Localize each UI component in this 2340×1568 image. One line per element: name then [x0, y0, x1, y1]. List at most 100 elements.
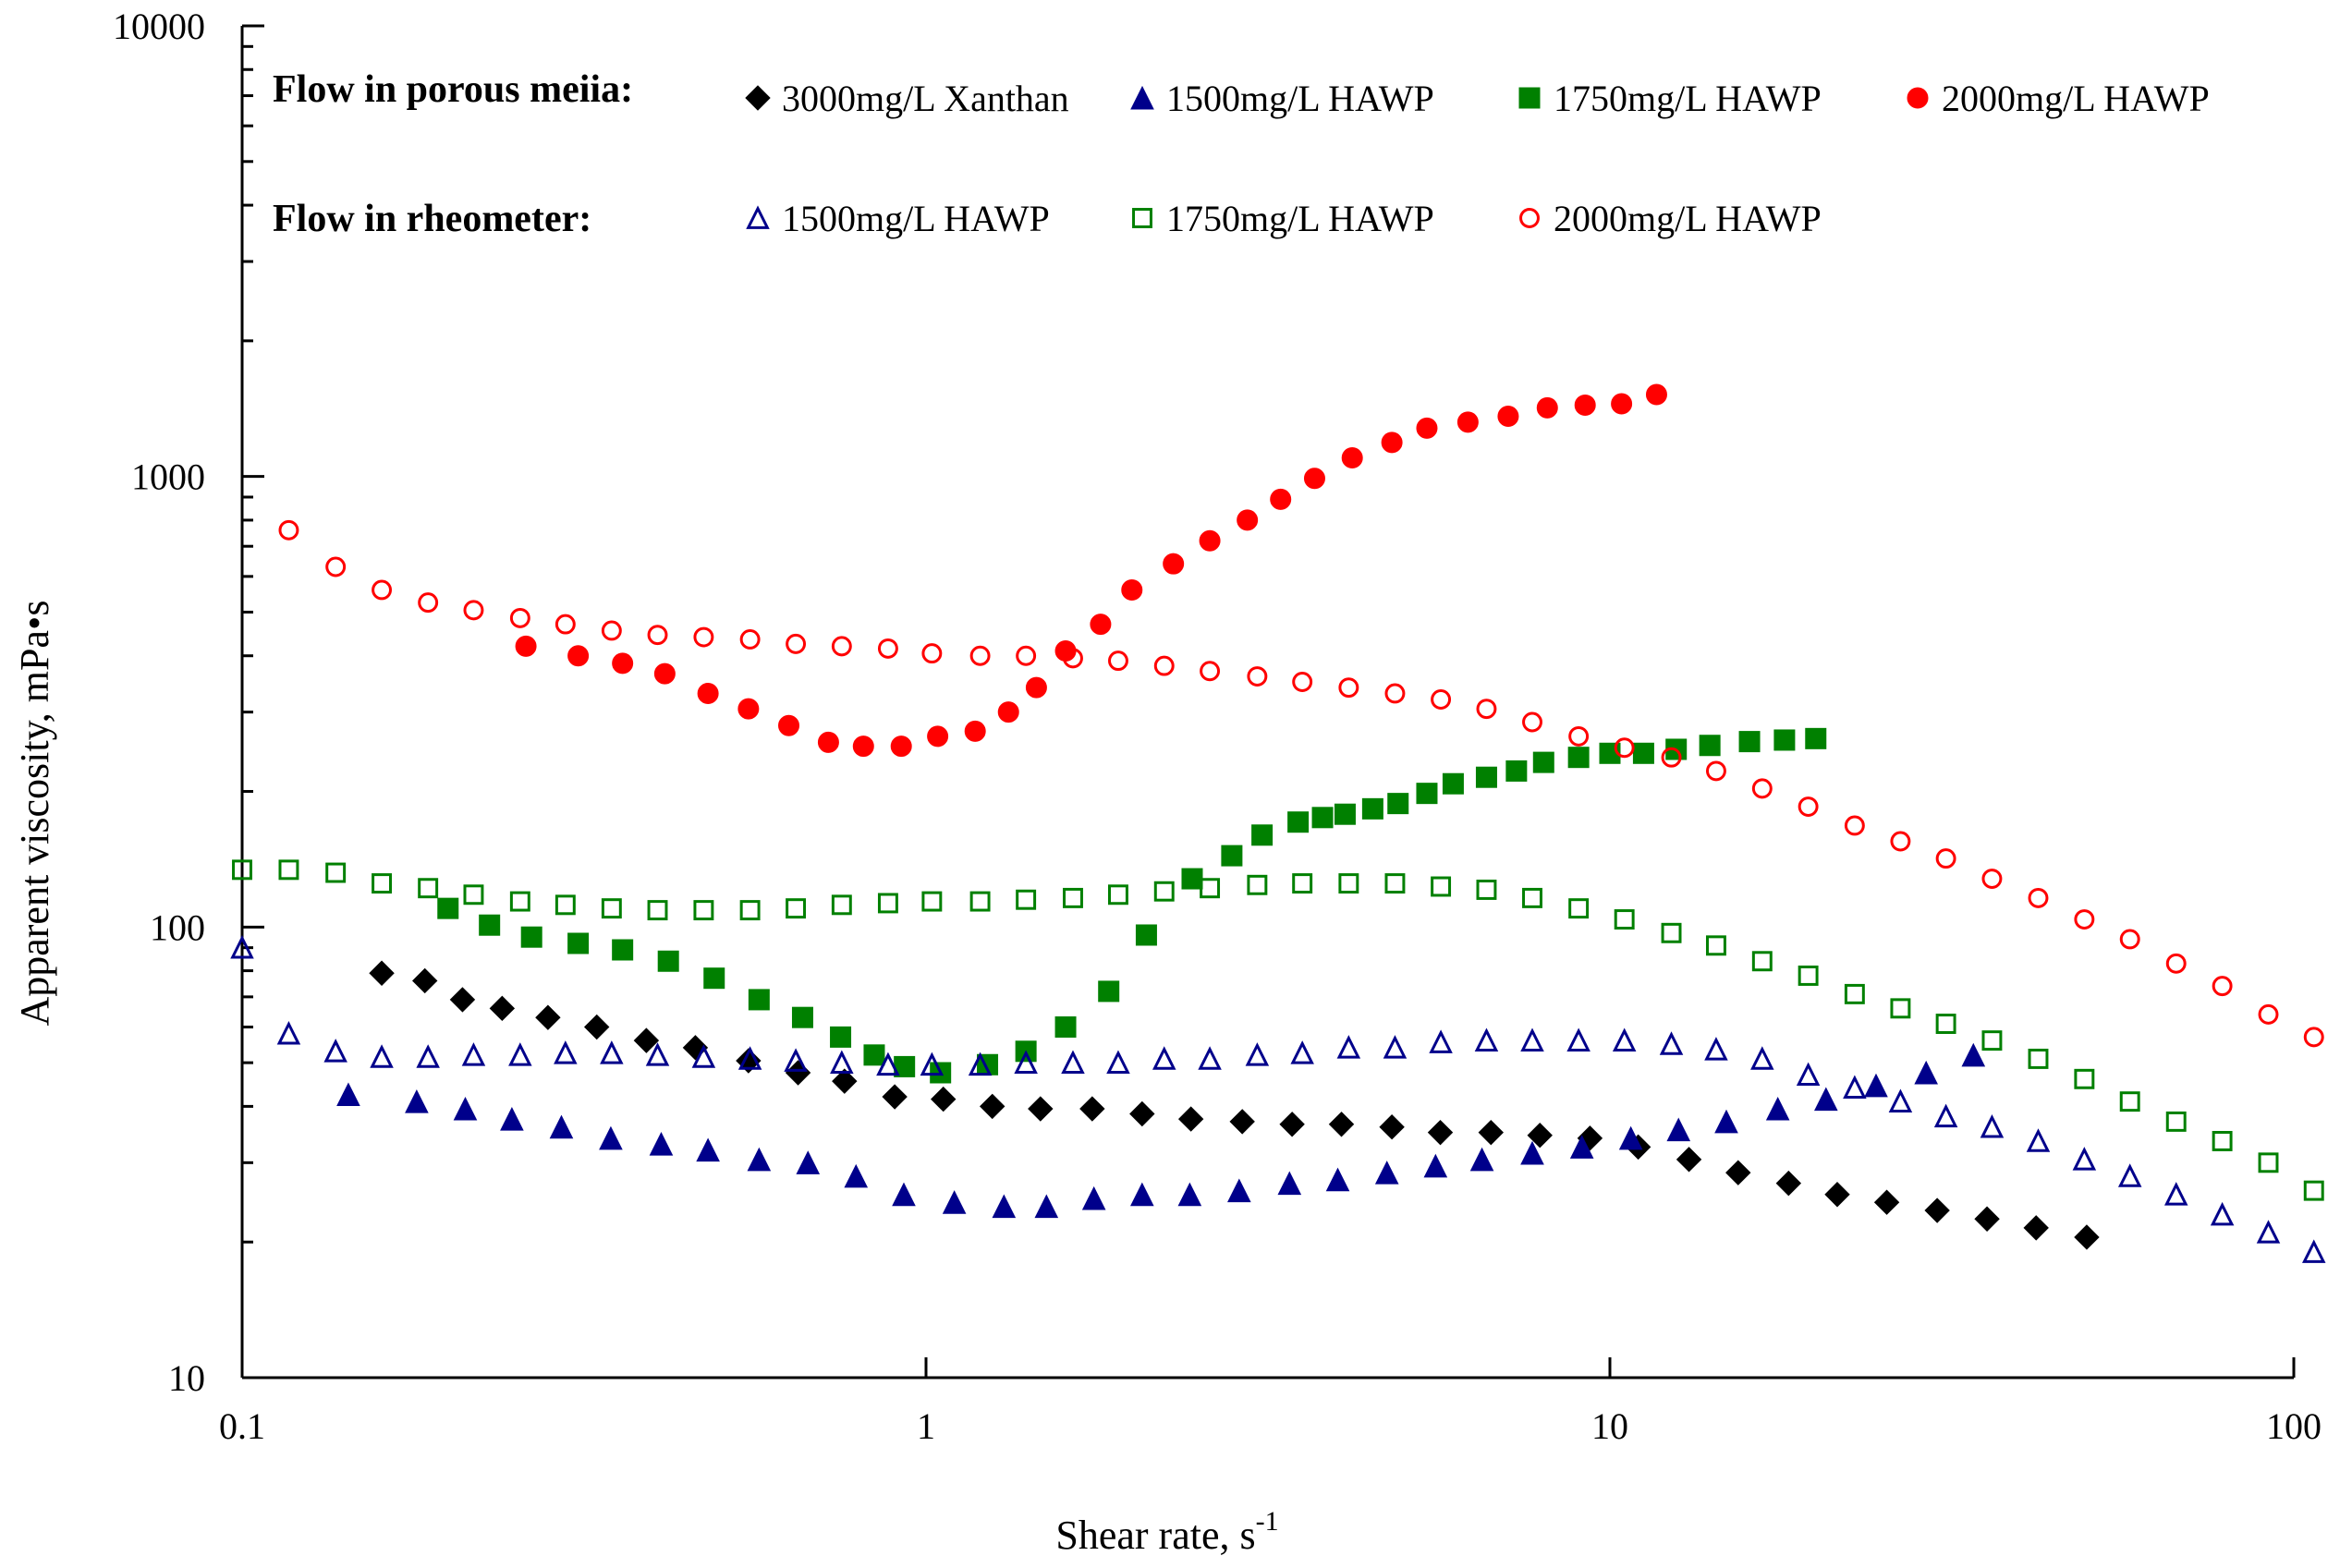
legend-marker	[1130, 85, 1154, 110]
data-point	[1054, 1016, 1077, 1039]
data-point	[599, 1125, 623, 1150]
data-point	[1805, 727, 1827, 749]
data-point	[1163, 553, 1185, 575]
data-point	[647, 900, 668, 921]
data-point	[1014, 1050, 1038, 1074]
data-point	[2119, 1091, 2140, 1112]
data-point	[1705, 760, 1726, 782]
data-point	[2117, 1163, 2142, 1187]
legend-heading-porous: Flow in porous meiia:	[273, 68, 633, 111]
data-point	[1798, 965, 1819, 986]
data-point	[1676, 1147, 1702, 1173]
data-point	[737, 698, 760, 720]
data-point	[1796, 1062, 1821, 1087]
data-point	[942, 1190, 967, 1214]
data-point	[876, 1051, 900, 1076]
data-point	[1980, 1114, 2005, 1138]
legend-label: 2000mg/L HAWP	[1554, 198, 1822, 239]
y-tick-label: 100	[150, 906, 205, 948]
data-point	[1645, 383, 1667, 406]
data-point	[1177, 1182, 1202, 1207]
data-point	[278, 519, 299, 541]
data-point	[1469, 1147, 1494, 1172]
data-point	[1429, 1029, 1453, 1053]
legend-label: 2000mg/L HAWP	[1942, 78, 2210, 119]
data-point	[890, 735, 912, 758]
data-point	[830, 1026, 852, 1048]
data-point	[461, 1042, 486, 1066]
data-point	[691, 1044, 716, 1068]
data-point	[1227, 1178, 1251, 1203]
x-tick-label: 10	[1591, 1405, 1628, 1447]
data-point	[1527, 1123, 1553, 1149]
data-point	[1614, 909, 1635, 930]
data-point	[1618, 1125, 1643, 1150]
data-point	[2028, 887, 2049, 908]
data-point	[549, 1114, 574, 1139]
data-point	[535, 1004, 561, 1030]
data-point	[325, 862, 347, 883]
data-point	[1108, 884, 1128, 906]
data-point	[969, 645, 991, 666]
legend-marker	[1518, 87, 1541, 109]
data-point	[1661, 747, 1682, 768]
x-tick-label: 100	[2266, 1405, 2322, 1447]
data-point	[831, 894, 852, 916]
data-point	[1287, 811, 1310, 833]
legend-label: 1500mg/L HAWP	[782, 198, 1050, 239]
data-point	[1475, 766, 1497, 788]
axes	[240, 24, 2296, 1380]
data-point	[1725, 1160, 1751, 1185]
data-point	[1251, 824, 1274, 846]
data-point	[633, 1027, 660, 1053]
data-point	[1566, 1027, 1590, 1051]
data-point	[1775, 1170, 1802, 1197]
data-point	[418, 592, 439, 614]
x-tick-label: 1	[917, 1405, 935, 1447]
data-point	[877, 893, 898, 914]
data-point	[1751, 778, 1773, 799]
data-point	[1016, 645, 1037, 666]
data-point	[645, 1042, 670, 1066]
data-point	[1864, 1073, 1888, 1098]
data-point	[1416, 417, 1438, 439]
data-point	[2165, 1111, 2187, 1132]
data-point	[325, 556, 347, 577]
data-point	[1423, 1153, 1448, 1178]
data-point	[500, 1106, 524, 1131]
series-rheometer-triangle	[230, 934, 2326, 1263]
data-point	[1341, 446, 1363, 468]
data-point	[1200, 878, 1221, 899]
data-point	[1106, 1050, 1130, 1074]
data-point	[276, 1021, 301, 1045]
data-point	[1063, 887, 1083, 908]
data-point	[1279, 1112, 1305, 1137]
data-point	[1336, 1035, 1361, 1059]
data-point	[567, 645, 590, 667]
data-point	[1431, 689, 1452, 710]
data-point	[1328, 1112, 1355, 1137]
data-point	[1914, 1060, 1938, 1085]
data-point	[693, 900, 714, 921]
data-point	[2072, 1147, 2097, 1171]
data-point	[1522, 711, 1542, 733]
data-point	[1873, 1189, 1900, 1215]
data-point	[964, 720, 986, 742]
data-point	[1705, 935, 1726, 956]
data-point	[2210, 1201, 2235, 1226]
data-point	[2119, 929, 2140, 950]
data-point	[1536, 396, 1558, 419]
data-point	[921, 891, 943, 912]
data-point	[1476, 880, 1497, 900]
data-point	[1478, 1119, 1505, 1146]
data-point	[1431, 876, 1452, 897]
data-point	[969, 891, 991, 912]
data-point	[2074, 1068, 2095, 1089]
data-point	[1632, 742, 1654, 764]
y-axis-title: Apparent viscosity, mPa•s	[12, 600, 57, 1026]
data-point	[796, 1150, 821, 1174]
data-point	[1374, 1161, 1399, 1185]
data-point	[1924, 1197, 1950, 1223]
data-point	[479, 914, 501, 936]
data-point	[739, 900, 761, 921]
